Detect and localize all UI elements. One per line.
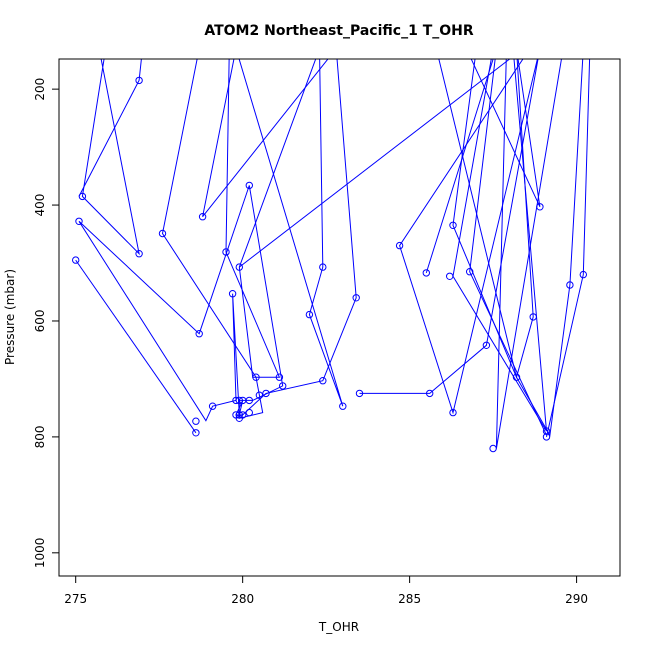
data-point-19 — [235, 263, 244, 271]
data-point-40 — [449, 221, 457, 230]
data-point-5 — [72, 256, 80, 264]
data-point-35 — [355, 389, 364, 398]
data-point-22 — [245, 181, 254, 190]
x-tick-label-280: 280 — [231, 592, 254, 606]
x-axis: 275 280 285 290 — [64, 576, 588, 606]
data-point-13 — [228, 290, 237, 298]
data-point-28 — [275, 373, 284, 381]
data-point-30 — [305, 310, 314, 319]
data-point-12 — [222, 248, 230, 256]
data-point-23 — [245, 396, 254, 405]
x-tick-label-290: 290 — [565, 592, 588, 606]
data-point-47 — [536, 203, 544, 211]
data-point-6 — [158, 229, 167, 238]
data-point-21 — [239, 411, 247, 419]
plot-frame — [58, 58, 621, 577]
data-point-34 — [352, 294, 360, 302]
data-point-48 — [542, 427, 551, 435]
y-tick-label-1000: 1000 — [33, 538, 47, 569]
data-point-36 — [395, 241, 404, 250]
y-tick-label-200: 200 — [33, 78, 47, 101]
series-line-3 — [78, 185, 284, 422]
y-tick-label-800: 800 — [33, 425, 47, 448]
data-point-9 — [192, 429, 200, 437]
data-point-10 — [192, 417, 200, 425]
data-point-2 — [135, 250, 143, 258]
data-point-46 — [529, 313, 537, 321]
data-point-15 — [235, 396, 244, 405]
data-point-33 — [339, 402, 347, 410]
data-point-32 — [319, 377, 327, 385]
data-point-25 — [252, 373, 260, 381]
data-point-26 — [255, 391, 264, 399]
data-point-31 — [319, 263, 327, 271]
data-point-8 — [198, 213, 207, 221]
series-line-7 — [75, 259, 197, 434]
data-point-11 — [208, 402, 217, 410]
plot-area — [72, 59, 591, 453]
data-point-41 — [449, 408, 457, 417]
data-point-39 — [446, 272, 454, 280]
y-tick-label-600: 600 — [33, 310, 47, 333]
data-point-42 — [466, 268, 474, 276]
series-line-8 — [238, 59, 511, 268]
data-point-24 — [245, 408, 254, 417]
data-point-27 — [262, 389, 270, 398]
data-point-51 — [579, 270, 587, 279]
data-point-4 — [75, 217, 83, 226]
series-line-5 — [225, 59, 344, 407]
series-line-14 — [438, 59, 584, 437]
data-point-49 — [542, 433, 551, 441]
data-point-38 — [426, 389, 434, 398]
data-point-3 — [135, 76, 143, 85]
chart-title: ATOM2 Northeast_Pacific_1 T_OHR — [204, 23, 474, 39]
data-point-44 — [489, 444, 497, 453]
data-point-45 — [512, 373, 521, 381]
y-axis-label: Pressure (mbar) — [3, 269, 17, 365]
series-line-1 — [81, 59, 140, 256]
series-line-11 — [469, 59, 547, 436]
x-axis-label: T_OHR — [318, 620, 359, 634]
series-line-12 — [452, 59, 547, 432]
data-point-16 — [235, 411, 244, 419]
x-tick-label-275: 275 — [64, 592, 87, 606]
data-point-50 — [566, 281, 574, 289]
data-point-1 — [78, 192, 87, 201]
series-line-4 — [202, 59, 357, 416]
series-line-9 — [359, 59, 539, 415]
data-point-29 — [279, 382, 287, 390]
data-point-43 — [482, 341, 491, 349]
series-line-15 — [546, 59, 591, 438]
x-tick-label-285: 285 — [398, 592, 421, 606]
series-line-16 — [470, 59, 541, 208]
y-axis: 200 400 600 800 1000 — [33, 78, 59, 568]
data-point-37 — [422, 269, 430, 277]
y-tick-label-400: 400 — [33, 194, 47, 217]
data-point-7 — [195, 330, 203, 338]
